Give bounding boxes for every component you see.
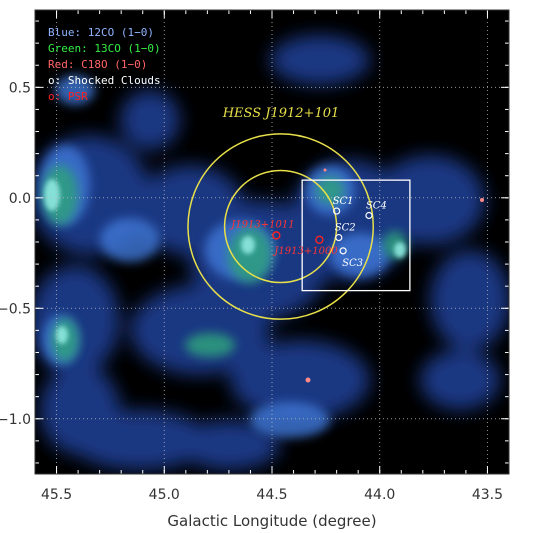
legend-entry-psr: o: PSR xyxy=(48,90,88,103)
x-tick-label: 44.0 xyxy=(364,487,395,503)
shocked-cloud-label: SC2 xyxy=(335,223,356,234)
pulsar-label: J1913+1011 xyxy=(229,219,294,230)
shocked-cloud-label: SC1 xyxy=(333,196,354,207)
x-tick-label: 45.5 xyxy=(41,487,72,503)
shocked-cloud-label: SC4 xyxy=(366,200,387,211)
pulsar-marker xyxy=(272,231,281,240)
hess-source-label: HESS J1912+101 xyxy=(222,106,340,121)
shocked-cloud-marker xyxy=(335,233,343,242)
y-tick-label: −1.0 xyxy=(0,412,31,428)
legend: Blue: 12CO (1−0) Green: 13CO (1−0) Red: … xyxy=(48,26,161,103)
legend-entry-shocked-clouds: o: Shocked Clouds xyxy=(48,74,161,87)
legend-entry-13co: Green: 13CO (1−0) xyxy=(48,42,161,55)
tick-marks xyxy=(34,10,510,474)
y-tick-label: 0.5 xyxy=(9,80,31,96)
overlay-marks: SC1 SC2 SC3 SC4 J1913+1011 J1913+1000 xyxy=(187,133,411,320)
pulsar-label: J1913+1000 xyxy=(272,246,338,257)
grid-lines xyxy=(35,10,509,474)
x-axis-title: Galactic Longitude (degree) xyxy=(167,512,376,530)
pulsar-marker xyxy=(315,235,324,244)
shocked-cloud-marker xyxy=(333,207,341,215)
legend-entry-c18o: Red: C18O (1−0) xyxy=(48,58,147,71)
plot-frame xyxy=(34,9,510,475)
y-tick-label: −0.5 xyxy=(0,301,31,317)
x-tick-label: 44.5 xyxy=(256,487,287,503)
hess-circle-0 xyxy=(223,169,338,284)
y-tick-label: 0.0 xyxy=(9,191,31,207)
hess-circle-1 xyxy=(187,133,375,320)
zoom-box xyxy=(301,179,411,292)
shocked-cloud-marker xyxy=(365,211,373,220)
x-tick-label: 43.5 xyxy=(472,487,503,503)
legend-entry-12co: Blue: 12CO (1−0) xyxy=(48,26,154,39)
x-tick-label: 45.0 xyxy=(149,487,180,503)
shocked-cloud-label: SC3 xyxy=(342,258,363,269)
shocked-cloud-marker xyxy=(339,247,347,255)
